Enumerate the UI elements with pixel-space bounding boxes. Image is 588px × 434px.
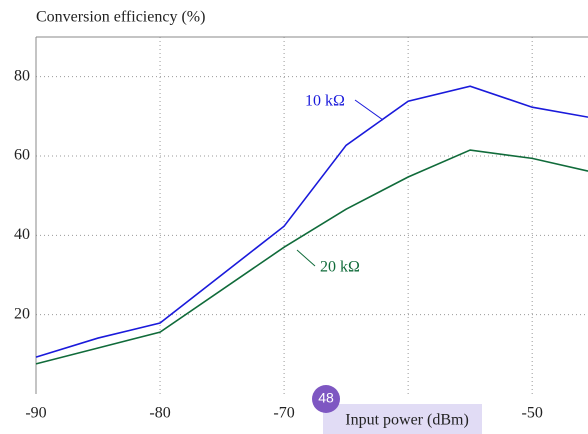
y-tick-label: 60 bbox=[14, 147, 30, 164]
badge bbox=[312, 385, 340, 413]
series-label: 10 kΩ bbox=[305, 93, 345, 110]
y-tick-label: 40 bbox=[14, 226, 30, 243]
y-tick-label: 20 bbox=[14, 305, 30, 322]
label-leader bbox=[354, 99, 384, 121]
x-tick-label: -90 bbox=[25, 405, 46, 422]
series-line bbox=[35, 85, 588, 358]
series-label: 20 kΩ bbox=[320, 259, 360, 276]
x-axis-label: Input power (dBm) bbox=[345, 412, 469, 429]
x-tick-label: -70 bbox=[273, 405, 294, 422]
x-tick-label: -50 bbox=[522, 405, 543, 422]
y-tick-label: 80 bbox=[14, 67, 30, 84]
x-tick-label: -80 bbox=[149, 405, 170, 422]
badge-label: 48 bbox=[318, 390, 334, 406]
label-highlight bbox=[323, 404, 482, 434]
series-line bbox=[35, 149, 588, 365]
y-axis-label: Conversion efficiency (%) bbox=[36, 9, 205, 26]
label-leader bbox=[296, 249, 316, 267]
